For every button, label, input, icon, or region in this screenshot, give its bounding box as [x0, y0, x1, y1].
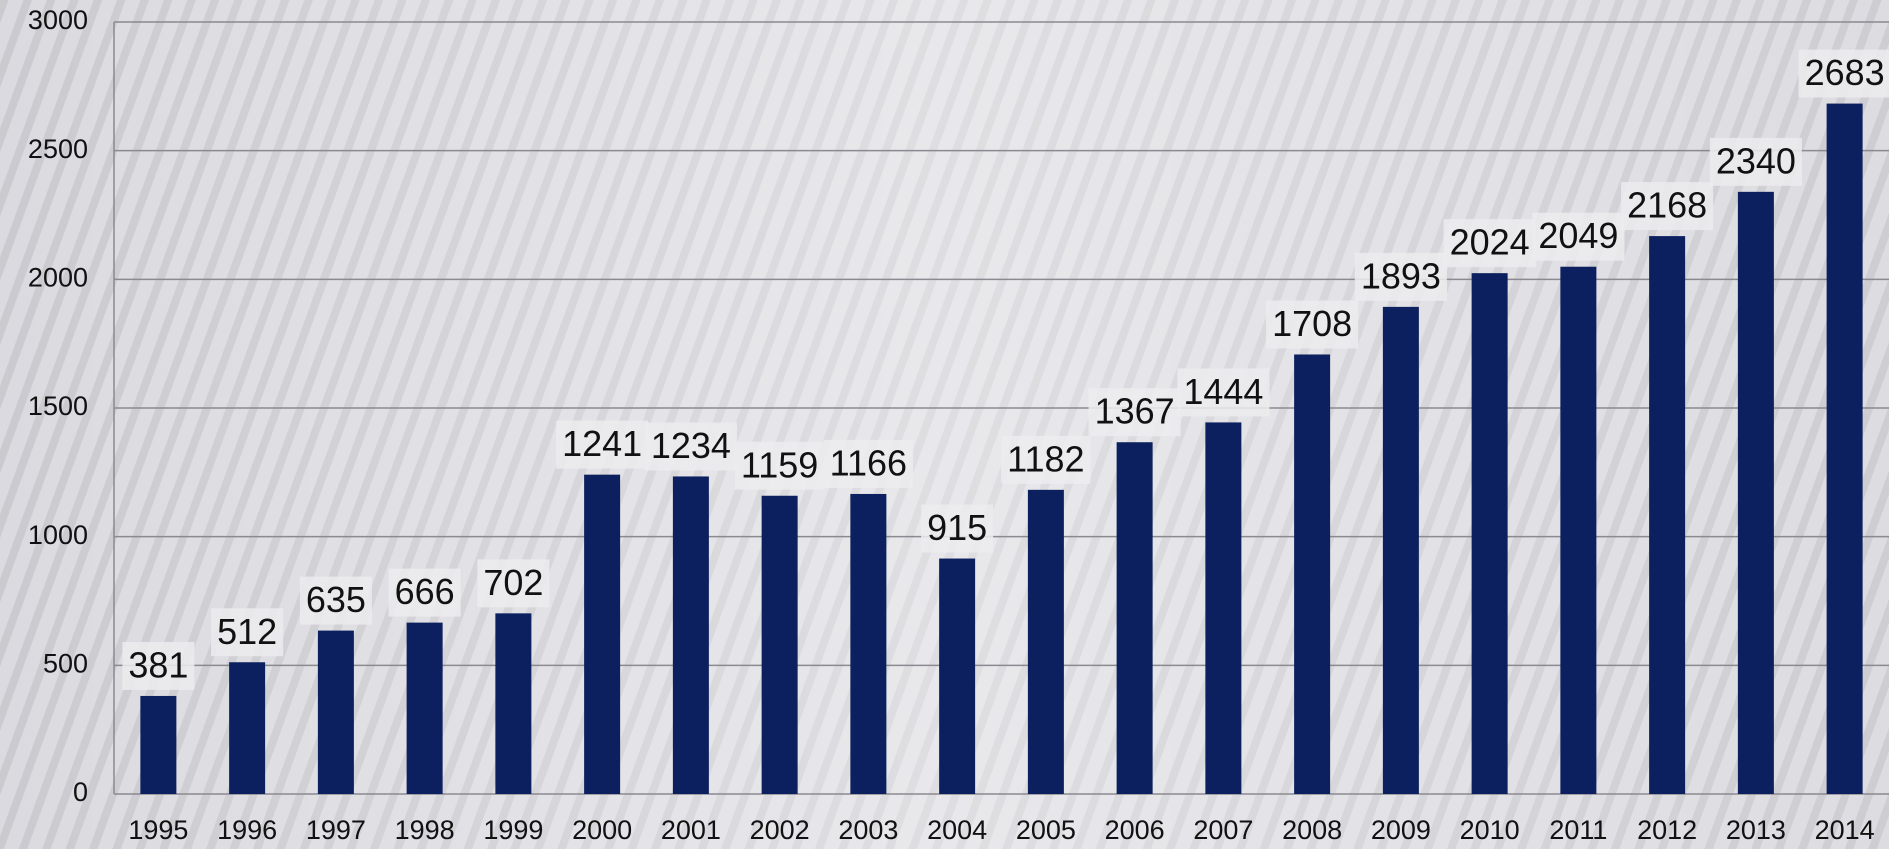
value-label: 1182 [1007, 438, 1084, 479]
bar [672, 476, 709, 794]
value-label-box [122, 641, 195, 690]
value-label-box [1001, 435, 1091, 484]
value-label-box [1621, 182, 1714, 231]
value-label: 2049 [1538, 215, 1618, 256]
value-label-box [1354, 252, 1447, 301]
x-tick-label: 2007 [1193, 815, 1253, 845]
value-label: 1159 [741, 444, 818, 485]
x-tick-label: 2012 [1637, 815, 1697, 845]
value-label: 381 [128, 644, 188, 685]
x-tick-label: 2013 [1726, 815, 1786, 845]
bar [1826, 103, 1863, 795]
value-label-box [211, 608, 284, 657]
value-label: 1893 [1361, 255, 1441, 296]
value-label-box [1088, 388, 1181, 437]
bar [495, 613, 532, 794]
value-label-box [1709, 137, 1802, 186]
value-label: 2024 [1450, 222, 1530, 263]
bar [1737, 191, 1774, 795]
y-tick-label: 1500 [28, 391, 88, 421]
value-label-box [823, 439, 914, 488]
bar [1471, 273, 1508, 794]
value-label-box [1443, 219, 1536, 268]
bar [1116, 442, 1153, 794]
value-label: 2683 [1805, 52, 1885, 93]
bar [229, 662, 266, 794]
value-label-box [556, 420, 649, 469]
value-label: 2340 [1716, 140, 1796, 181]
value-label-box [1798, 49, 1889, 98]
value-label-box [734, 441, 825, 490]
bar [761, 495, 798, 794]
x-tick-label: 2002 [750, 815, 810, 845]
value-label-box [1266, 300, 1359, 349]
value-label: 512 [217, 611, 277, 652]
x-tick-label: 1998 [395, 815, 455, 845]
value-label: 1444 [1183, 371, 1263, 412]
y-tick-label: 500 [43, 648, 88, 678]
value-label: 1367 [1095, 391, 1175, 432]
bar [140, 695, 177, 794]
x-tick-label: 2009 [1371, 815, 1431, 845]
value-label-box [644, 422, 737, 471]
bar [1649, 236, 1686, 795]
bar [406, 622, 443, 794]
value-label-box [477, 559, 550, 608]
bar [1027, 489, 1064, 794]
value-label: 1234 [651, 425, 731, 466]
x-tick-label: 2005 [1016, 815, 1076, 845]
value-label-box [388, 568, 461, 617]
bar [317, 630, 354, 794]
x-tick-label: 2004 [927, 815, 987, 845]
value-label: 1241 [562, 423, 642, 464]
x-tick-label: 2014 [1815, 815, 1875, 845]
bar [1294, 354, 1331, 794]
value-label: 666 [395, 571, 455, 612]
y-tick-label: 2500 [28, 134, 88, 164]
bar [1205, 422, 1242, 794]
value-label-box [921, 504, 994, 553]
x-tick-label: 2001 [661, 815, 721, 845]
x-tick-label: 1997 [306, 815, 366, 845]
x-tick-label: 1995 [128, 815, 188, 845]
y-tick-label: 3000 [28, 5, 88, 35]
value-label: 702 [483, 562, 543, 603]
value-label-box [299, 576, 372, 625]
x-tick-label: 2011 [1549, 815, 1607, 845]
x-tick-label: 2010 [1460, 815, 1520, 845]
value-label: 635 [306, 579, 366, 620]
value-label: 915 [927, 507, 987, 548]
x-tick-label: 2006 [1105, 815, 1165, 845]
y-tick-label: 1000 [28, 520, 88, 550]
value-label: 1166 [830, 442, 907, 483]
bar [1382, 306, 1419, 794]
value-label: 1708 [1272, 303, 1352, 344]
x-tick-label: 2000 [572, 815, 632, 845]
x-tick-label: 2008 [1282, 815, 1342, 845]
bar [939, 558, 976, 794]
bar [850, 493, 887, 794]
bar [1560, 266, 1597, 794]
x-tick-label: 1999 [483, 815, 543, 845]
x-tick-label: 2003 [838, 815, 898, 845]
value-label-box [1532, 212, 1625, 261]
bar [584, 474, 621, 794]
value-label-box [1177, 368, 1270, 417]
y-tick-label: 2000 [28, 262, 88, 292]
value-label: 2168 [1627, 185, 1707, 226]
x-tick-label: 1996 [217, 815, 277, 845]
y-tick-label: 0 [73, 777, 88, 807]
